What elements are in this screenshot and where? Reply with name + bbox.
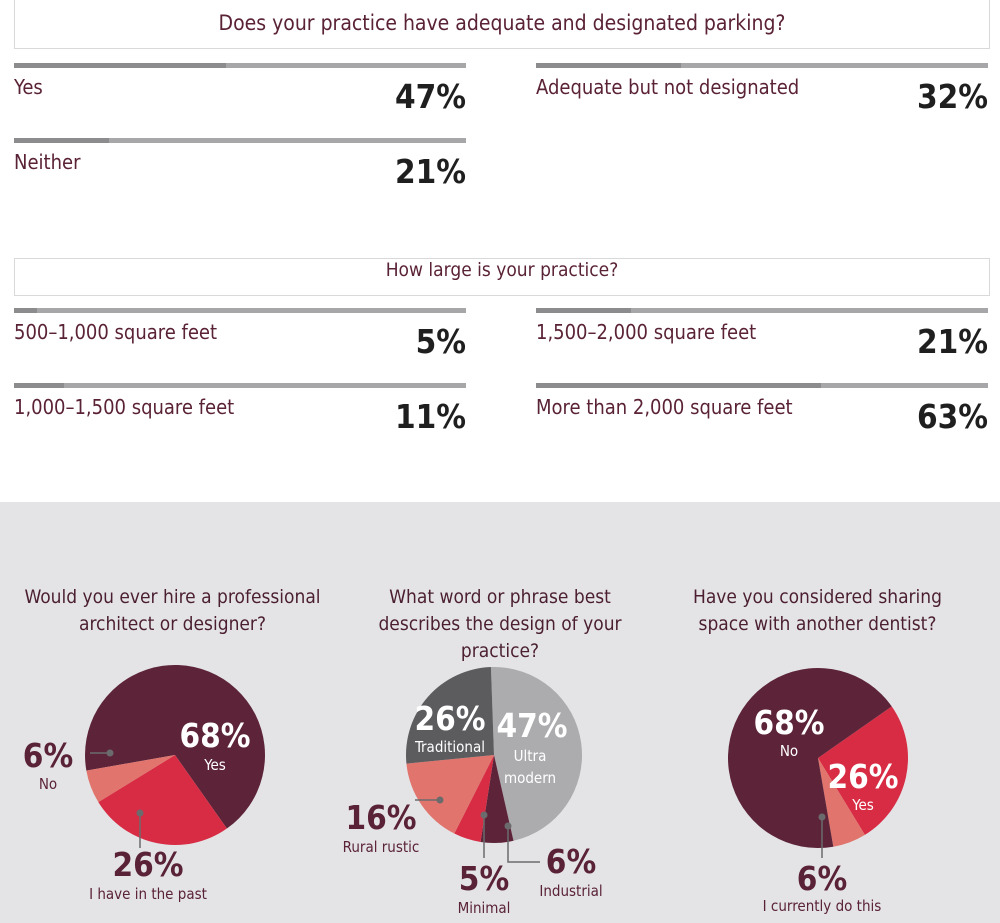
leader-dot — [504, 822, 512, 830]
item-label: 1,500–2,000 square feet — [536, 320, 757, 344]
pie2-labels: 26% Traditional 47% Ultra modern 16% Rur… — [343, 699, 603, 917]
leader-dot — [136, 809, 144, 817]
progress-fill — [536, 383, 821, 388]
pie2-value-minimal: 5% — [459, 859, 509, 898]
pie1-value-no: 6% — [23, 736, 73, 775]
pie2-slice-3 — [406, 755, 494, 834]
progress-track — [536, 63, 988, 68]
pie2-label-ultra-1: Ultra — [514, 747, 547, 765]
pie2-value-ultra: 47% — [496, 706, 567, 745]
pie-chart-sharing — [727, 668, 908, 849]
pie3-title: Have you considered sharing space with a… — [692, 586, 943, 635]
progress-fill — [536, 308, 631, 313]
leader-dot — [436, 796, 444, 804]
size-item-1000-1500: 1,000–1,500 square feet 11% — [14, 383, 466, 453]
pie3-value-current: 6% — [797, 859, 847, 898]
pie2-label-minimal: Minimal — [458, 899, 511, 917]
item-percent: 11% — [394, 397, 466, 436]
item-label: 500–1,000 square feet — [14, 320, 218, 344]
item-label: Neither — [14, 150, 81, 174]
pie3-label-yes: Yes — [851, 796, 874, 814]
pie2-slice-1 — [480, 755, 514, 843]
pie3-labels: 68% No 26% Yes 6% I currently do this — [753, 703, 898, 915]
progress-track — [14, 383, 466, 388]
parking-item-adequate: Adequate but not designated 32% — [536, 63, 988, 133]
leader-dot — [106, 749, 114, 757]
size-item-2000-plus: More than 2,000 square feet 63% — [536, 383, 988, 453]
progress-track — [14, 63, 466, 68]
pie2-value-traditional: 26% — [414, 699, 485, 738]
pie3-slice-2 — [727, 668, 892, 849]
progress-fill — [14, 308, 37, 313]
pie-chart-architect — [85, 664, 266, 846]
pie2-label-ultra-2: modern — [504, 769, 556, 787]
item-percent: 5% — [415, 322, 466, 361]
item-percent: 47% — [394, 77, 466, 116]
pie1-title: Would you ever hire a professional archi… — [24, 586, 321, 635]
progress-track — [14, 138, 466, 143]
pie3-label-current: I currently do this — [763, 897, 882, 915]
pie3-label-no: No — [780, 742, 798, 760]
item-label: 1,000–1,500 square feet — [14, 395, 235, 419]
progress-fill — [14, 138, 109, 143]
parking-question: Does your practice have adequate and des… — [14, 0, 990, 49]
pie2-value-industrial: 6% — [546, 842, 596, 881]
pie-chart-design — [405, 666, 583, 843]
parking-item-neither: Neither 21% — [14, 138, 466, 208]
pie1-label-yes: Yes — [203, 756, 226, 774]
pie3-slice-0 — [818, 706, 908, 835]
item-percent: 32% — [916, 77, 988, 116]
pie2-label-industrial: Industrial — [539, 882, 602, 900]
pie1-slice-0 — [85, 664, 266, 829]
pie1-label-past: I have in the past — [89, 885, 207, 903]
pie2-value-rustic: 16% — [345, 798, 416, 837]
progress-fill — [14, 63, 227, 68]
item-percent: 21% — [394, 152, 466, 191]
size-item-500-1000: 500–1,000 square feet 5% — [14, 308, 466, 378]
pie3-value-yes: 26% — [827, 757, 898, 796]
pie3-value-no: 68% — [753, 703, 824, 742]
leader-dot — [480, 811, 488, 819]
pie2-slice-2 — [454, 755, 494, 842]
parking-item-yes: Yes 47% — [14, 63, 466, 133]
pie1-slice-1 — [98, 755, 227, 846]
progress-track — [14, 308, 466, 313]
item-percent: 63% — [916, 397, 988, 436]
progress-track — [536, 308, 988, 313]
leader-line — [507, 826, 540, 863]
progress-track — [536, 383, 988, 388]
size-question: How large is your practice? — [14, 258, 990, 296]
progress-fill — [14, 383, 64, 388]
pie1-label-no: No — [39, 775, 57, 793]
leader-dot — [818, 813, 826, 821]
item-label: Adequate but not designated — [536, 75, 800, 99]
size-item-1500-2000: 1,500–2,000 square feet 21% — [536, 308, 988, 378]
progress-fill — [536, 63, 681, 68]
pie1-labels: 68% Yes 6% No 26% I have in the past — [23, 716, 251, 903]
pie1-value-past: 26% — [112, 845, 183, 884]
pie3-slice-1 — [818, 758, 865, 847]
pie1-slice-2 — [86, 755, 175, 803]
pie2-title: What word or phrase best describes the d… — [378, 586, 622, 662]
pie2-slice-0 — [490, 666, 583, 841]
item-label: Yes — [14, 75, 43, 99]
pie1-value-yes: 68% — [179, 716, 250, 755]
pie2-label-traditional: Traditional — [414, 738, 485, 756]
pie2-label-rustic: Rural rustic — [343, 838, 420, 856]
pie2-slice-4 — [405, 667, 494, 764]
item-percent: 21% — [916, 322, 988, 361]
item-label: More than 2,000 square feet — [536, 395, 793, 419]
